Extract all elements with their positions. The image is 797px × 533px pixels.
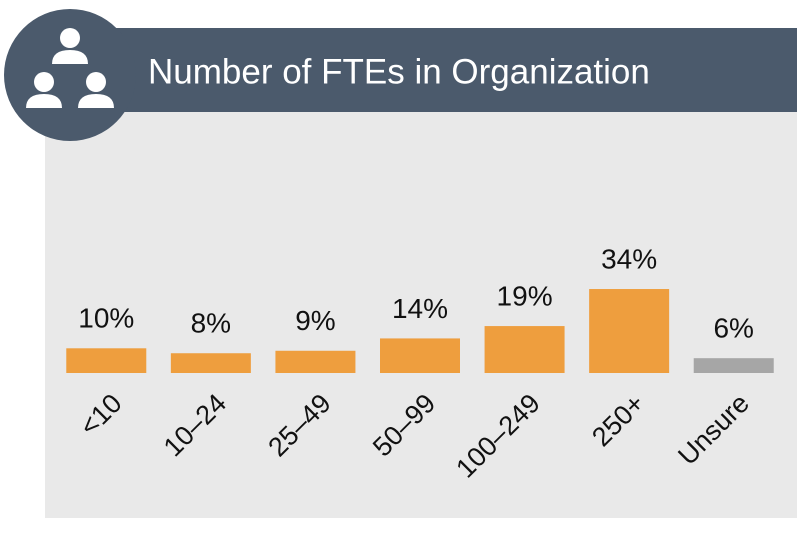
bar (275, 350, 356, 373)
bar (484, 326, 565, 373)
bar (589, 289, 670, 373)
data-label: 6% (713, 313, 753, 344)
bar (693, 358, 774, 373)
chart-title: Number of FTEs in Organization (148, 52, 650, 91)
data-label: 9% (295, 305, 335, 336)
header-bar (45, 28, 797, 112)
bar (66, 348, 147, 373)
bar (170, 353, 251, 373)
data-label: 34% (601, 243, 657, 274)
bar (380, 338, 460, 373)
data-label: 8% (191, 308, 231, 339)
data-label: 10% (78, 303, 134, 334)
data-label: 19% (497, 280, 553, 311)
people-icon (26, 28, 114, 108)
panel (45, 112, 797, 518)
data-label: 14% (392, 293, 448, 324)
